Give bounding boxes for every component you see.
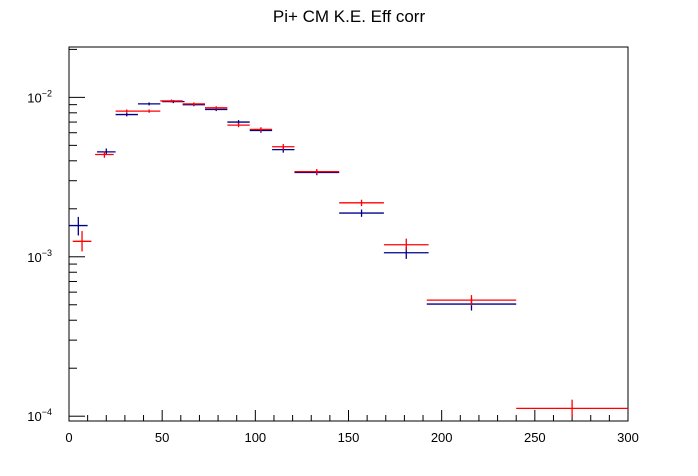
x-tick-label: 150 [338, 430, 360, 445]
x-tick-label: 0 [65, 430, 72, 445]
series-2 [72, 99, 628, 418]
data-point [383, 238, 429, 251]
data-point [272, 143, 295, 150]
data-points [69, 99, 628, 418]
data-point [516, 399, 628, 418]
data-point [426, 295, 517, 306]
x-tick-label: 50 [155, 430, 169, 445]
y-tick-label: 10−4 [27, 407, 52, 424]
data-point [69, 216, 88, 236]
x-tick-label: 250 [524, 430, 546, 445]
data-point [137, 109, 161, 113]
data-point [294, 169, 340, 175]
y-axis: 10−4 10−3 10−2 [27, 48, 85, 424]
data-point [115, 112, 138, 117]
x-tick-label: 200 [431, 430, 453, 445]
data-point [115, 109, 138, 113]
data-point [249, 127, 273, 132]
y-tick-label: 10−3 [27, 248, 52, 265]
data-point [72, 231, 92, 252]
data-point [137, 102, 161, 106]
data-point [339, 209, 384, 217]
data-point [95, 151, 114, 158]
data-point [339, 199, 384, 207]
x-tick-label: 100 [244, 430, 266, 445]
chart-title: Pi+ CM K.E. Eff corr [273, 7, 426, 26]
series-1 [69, 100, 517, 311]
data-point [182, 102, 206, 106]
x-tick-label: 300 [617, 430, 639, 445]
y-tick-label: 10−2 [27, 88, 52, 105]
x-axis: 0 50 100 150 200 250 300 [65, 410, 639, 445]
data-point [227, 123, 250, 128]
data-point [160, 99, 183, 103]
data-point [205, 106, 228, 110]
